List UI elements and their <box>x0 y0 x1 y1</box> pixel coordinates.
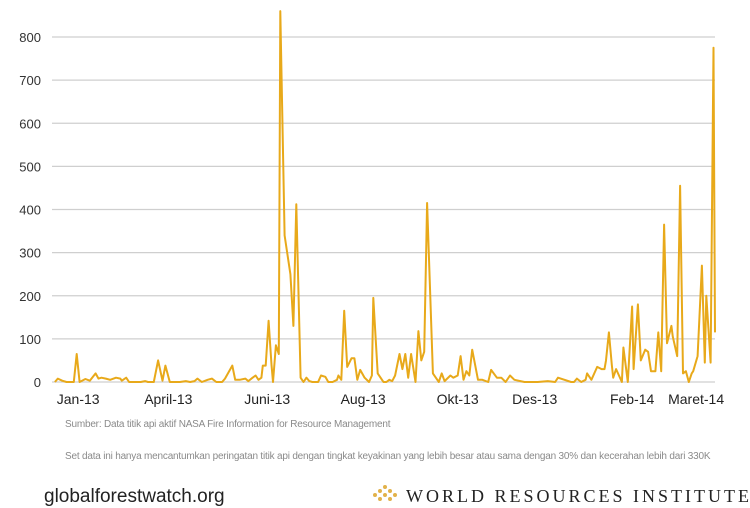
source-note: Sumber: Data titik api aktif NASA Fire I… <box>65 419 391 430</box>
x-tick-label: Juni-13 <box>244 391 290 407</box>
data-note: Set data ini hanya mencantumkan peringat… <box>65 451 711 462</box>
y-tick-label: 400 <box>19 203 41 218</box>
x-tick-label: Des-13 <box>512 391 557 407</box>
wri-logo-icon <box>373 485 397 501</box>
y-tick-label: 100 <box>19 332 41 347</box>
x-tick-label: April-13 <box>144 391 192 407</box>
x-tick-label: Jan-13 <box>57 391 100 407</box>
x-tick-label: Okt-13 <box>437 391 479 407</box>
gridlines <box>52 36 715 383</box>
x-tick-label: Maret-14 <box>668 391 724 407</box>
wri-name: WORLD RESOURCES INSTITUTE <box>406 486 750 506</box>
x-axis-ticks: Jan-13 April-13 Juni-13 Aug-13 Okt-13 Des-13 F… <box>57 391 725 407</box>
x-tick-label: Aug-13 <box>341 391 386 407</box>
site-link[interactable]: globalforestwatch.org <box>44 486 225 507</box>
x-tick-label: Feb-14 <box>610 391 655 407</box>
series-line <box>54 10 716 383</box>
y-tick-label: 200 <box>19 289 41 304</box>
y-tick-label: 300 <box>19 246 41 261</box>
y-tick-label: 500 <box>19 159 41 174</box>
y-tick-label: 700 <box>19 73 41 88</box>
y-tick-label: 0 <box>34 375 41 390</box>
y-tick-label: 600 <box>19 116 41 131</box>
series <box>54 10 716 383</box>
y-tick-label: 800 <box>19 30 41 45</box>
y-axis-ticks: 0 100 200 300 400 500 600 700 800 <box>19 30 41 390</box>
